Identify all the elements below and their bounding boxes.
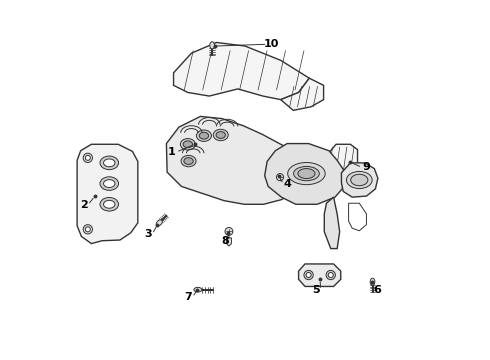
Text: 10: 10 [264, 39, 279, 49]
Ellipse shape [351, 174, 368, 186]
Polygon shape [77, 144, 138, 244]
Ellipse shape [298, 168, 315, 179]
Text: 6: 6 [373, 285, 381, 295]
Ellipse shape [370, 278, 375, 285]
Ellipse shape [103, 159, 115, 167]
Polygon shape [324, 197, 340, 249]
Polygon shape [281, 78, 323, 111]
Circle shape [85, 156, 90, 160]
Text: 8: 8 [221, 236, 229, 246]
Ellipse shape [288, 162, 325, 185]
Ellipse shape [100, 198, 119, 211]
Polygon shape [167, 116, 306, 204]
Ellipse shape [294, 166, 319, 181]
Polygon shape [322, 144, 358, 175]
Polygon shape [226, 238, 231, 246]
Circle shape [83, 153, 93, 162]
Ellipse shape [199, 132, 209, 139]
Ellipse shape [213, 129, 228, 141]
Text: 2: 2 [80, 200, 87, 210]
Polygon shape [342, 163, 378, 197]
Text: 5: 5 [313, 285, 320, 295]
Ellipse shape [306, 273, 311, 278]
Ellipse shape [210, 42, 215, 49]
Ellipse shape [194, 287, 202, 292]
Ellipse shape [183, 141, 193, 148]
Ellipse shape [346, 171, 372, 189]
Circle shape [85, 227, 90, 232]
Ellipse shape [181, 156, 196, 167]
Ellipse shape [216, 132, 225, 138]
Text: 9: 9 [363, 162, 370, 172]
Ellipse shape [103, 180, 115, 188]
Ellipse shape [180, 139, 196, 150]
Polygon shape [298, 264, 341, 287]
Ellipse shape [328, 273, 333, 278]
Ellipse shape [103, 201, 115, 208]
Ellipse shape [196, 130, 211, 141]
Circle shape [276, 174, 284, 181]
Polygon shape [265, 144, 344, 204]
Ellipse shape [100, 177, 119, 190]
Ellipse shape [326, 270, 335, 280]
Text: 3: 3 [144, 229, 151, 239]
Circle shape [225, 228, 233, 235]
Ellipse shape [184, 158, 193, 165]
Text: 1: 1 [168, 147, 175, 157]
Text: 7: 7 [184, 292, 192, 302]
Text: 4: 4 [284, 179, 292, 189]
Ellipse shape [304, 270, 313, 280]
Ellipse shape [100, 156, 119, 170]
Polygon shape [173, 42, 309, 100]
Ellipse shape [156, 220, 162, 226]
Circle shape [83, 225, 93, 234]
